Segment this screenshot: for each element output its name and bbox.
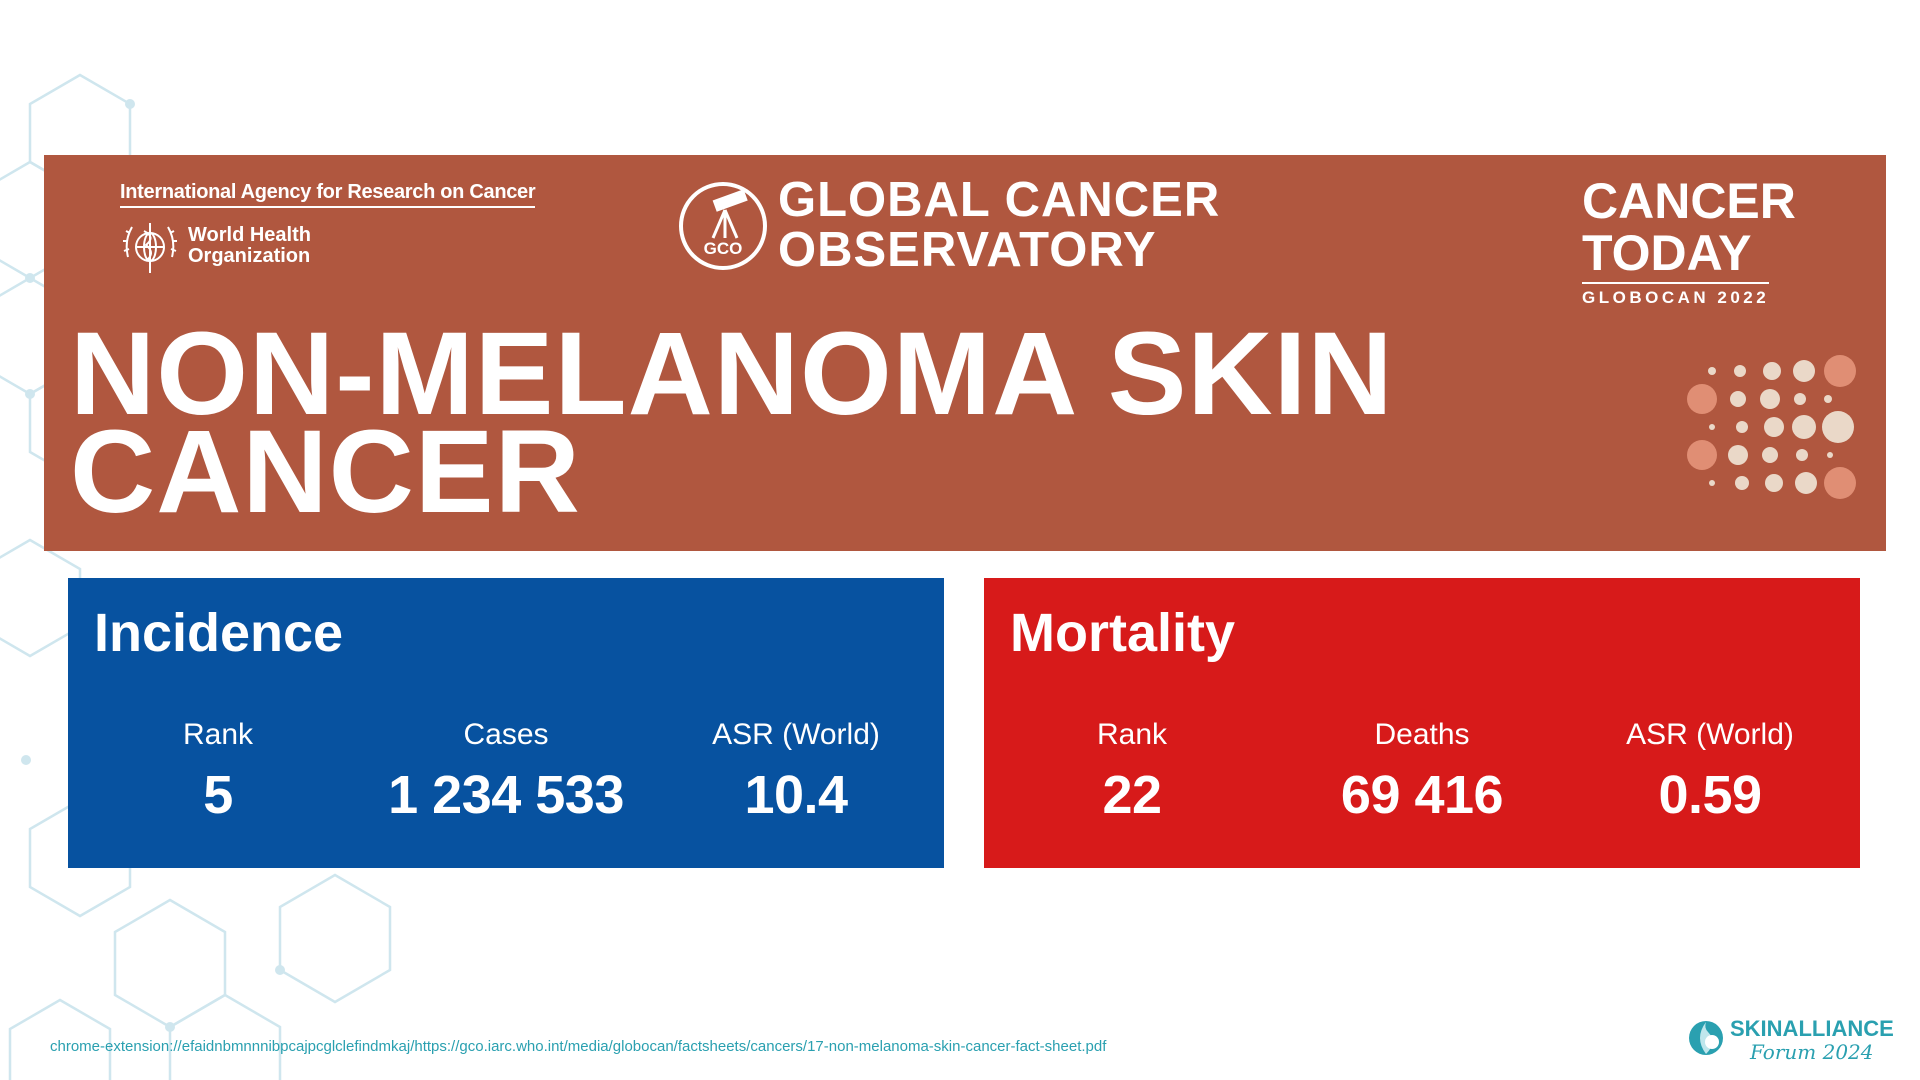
cancer-today-title: CANCER TODAY	[1582, 173, 1796, 281]
mortality-title: Mortality	[1010, 603, 1236, 663]
stat-value: 69 416	[1340, 765, 1504, 825]
mortality-deaths: Deaths 69 416	[1272, 718, 1572, 826]
stat-label: ASR (World)	[712, 718, 880, 751]
mortality-card: Mortality Rank 22 Deaths 69 416 ASR (Wor…	[984, 578, 1860, 868]
header-banner: International Agency for Research on Can…	[44, 155, 1886, 551]
page-title: NON-MELANOMA SKIN CANCER	[70, 308, 1394, 538]
skinalliance-icon	[1689, 1021, 1723, 1055]
iarc-name: International Agency for Research on Can…	[120, 181, 536, 208]
stat-value: 22	[1102, 765, 1162, 825]
gco-telescope-icon: GCO	[679, 182, 767, 270]
brand-forum: Forum 2024	[1750, 1040, 1874, 1064]
stat-label: Cases	[463, 718, 549, 751]
stat-value: 5	[203, 765, 233, 825]
incidence-rank: Rank 5	[68, 718, 368, 826]
stat-label: Deaths	[1374, 718, 1470, 751]
who-name: World Health Organization	[188, 224, 311, 267]
source-url[interactable]: chrome-extension://efaidnbmnnnibpcajpcgl…	[50, 1038, 1107, 1055]
incidence-asr: ASR (World) 10.4	[646, 718, 946, 826]
skinalliance-logo: SKINALLIANCE Forum 2024	[1686, 1016, 1896, 1066]
gco-badge-text: GCO	[704, 239, 743, 258]
stat-value: 0.59	[1658, 765, 1762, 825]
stat-value: 1 234 533	[388, 765, 624, 825]
mortality-rank: Rank 22	[982, 718, 1282, 826]
incidence-cases: Cases 1 234 533	[356, 718, 656, 826]
stat-label: Rank	[182, 718, 254, 751]
mortality-asr: ASR (World) 0.59	[1560, 718, 1860, 826]
who-emblem-icon	[123, 223, 177, 273]
stat-value: 10.4	[744, 765, 848, 825]
stat-label: Rank	[1096, 718, 1168, 751]
incidence-title: Incidence	[94, 603, 344, 663]
stat-label: ASR (World)	[1626, 718, 1794, 751]
dot-pattern	[1687, 355, 1856, 499]
gco-title: GLOBAL CANCER OBSERVATORY	[778, 173, 1221, 277]
incidence-card: Incidence Rank 5 Cases 1 234 533 ASR (Wo…	[68, 578, 944, 868]
globocan-label: GLOBOCAN 2022	[1582, 282, 1770, 308]
brand-name: SKINALLIANCE	[1730, 1016, 1894, 1041]
